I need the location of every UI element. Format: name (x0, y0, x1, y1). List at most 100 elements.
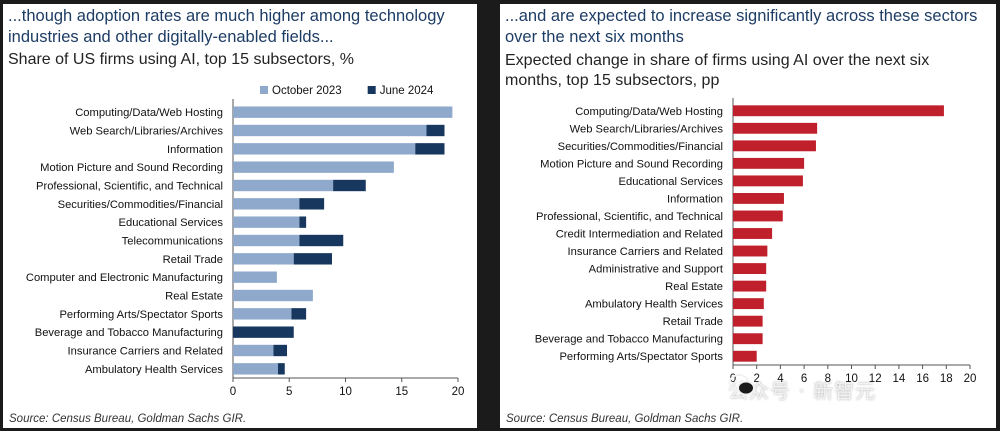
bar (299, 198, 325, 210)
x-tick-label: 2 (753, 373, 759, 385)
bar (233, 308, 292, 320)
right-chart-svg: Computing/Data/Web Hosting Web Search/Lib… (535, 98, 977, 385)
watermark: 公众号 · 新智元 (728, 373, 998, 405)
bar (233, 124, 427, 137)
x-tick-label: 20 (452, 386, 465, 398)
category-label: Securities/Commodities/Financial (58, 199, 223, 211)
bar (233, 198, 300, 210)
category-label: Performing Arts/Spectator Sports (559, 351, 723, 363)
category-label: Retail Trade (663, 316, 723, 328)
left-chart-headline: ...though adoption rates are much higher… (8, 7, 445, 46)
bar (299, 216, 307, 228)
bar (733, 192, 784, 204)
category-label: Motion Picture and Sound Recording (540, 158, 723, 170)
bar (233, 344, 274, 357)
legend-swatch (260, 86, 268, 94)
legend-swatch (367, 86, 376, 94)
bar (733, 333, 763, 345)
category-label: Computing/Data/Web Hosting (75, 107, 223, 119)
left-chart-source: Source: Census Bureau, Goldman Sachs GIR… (9, 413, 247, 425)
x-tick-label: 16 (916, 373, 929, 385)
bar (273, 344, 287, 357)
bar (733, 350, 757, 362)
bar (733, 280, 767, 292)
x-tick-label: 4 (777, 373, 784, 385)
category-label: Web Search/Libraries/Archives (70, 126, 224, 138)
bar (233, 363, 278, 375)
wechat-icon (728, 374, 755, 396)
category-label: Retail Trade (163, 254, 223, 266)
left-chart-title: Share of US firms using AI, top 15 subse… (8, 51, 354, 68)
bar (233, 289, 313, 302)
right-chart-panel: ...and are expected to increase signific… (500, 4, 996, 428)
category-label: Information (167, 144, 223, 156)
category-label: Securities/Commodities/Financial (558, 141, 723, 153)
left-chart-svg: Computing/Data/Web Hosting Web Search/Lib… (26, 85, 465, 398)
category-label: Educational Services (119, 217, 224, 229)
category-label: Beverage and Tobacco Manufacturing (35, 327, 223, 339)
bar (733, 175, 803, 187)
category-label: Ambulatory Health Services (85, 364, 223, 376)
bar (278, 363, 285, 375)
bar (233, 179, 334, 192)
bar (233, 253, 294, 265)
x-tick-label: 8 (825, 373, 831, 385)
bar (733, 140, 816, 152)
category-label: Ambulatory Health Services (585, 299, 723, 311)
legend-label: June 2024 (380, 85, 434, 97)
bar (233, 234, 300, 247)
category-label: Motion Picture and Sound Recording (40, 162, 223, 174)
category-label: Computing/Data/Web Hosting (575, 106, 723, 118)
category-label: Insurance Carriers and Related (568, 246, 723, 258)
bar (233, 271, 277, 283)
category-label: Information (667, 193, 723, 205)
right-chart-source: Source: Census Bureau, Goldman Sachs GIR… (506, 413, 744, 425)
category-label: Credit Intermediation and Related (556, 229, 723, 241)
category-label: Real Estate (165, 291, 223, 303)
bar (426, 124, 445, 137)
bar (733, 245, 768, 257)
x-tick-label: 6 (801, 373, 807, 385)
x-tick-label: 12 (869, 373, 882, 385)
bar (233, 326, 294, 338)
left-chart-panel: ...though adoption rates are much higher… (3, 4, 477, 428)
x-tick-label: 5 (286, 386, 292, 398)
category-label: Insurance Carriers and Related (68, 346, 223, 358)
bar (733, 157, 805, 169)
bar (233, 161, 394, 173)
right-chart-headline: ...and are expected to increase signific… (505, 7, 978, 46)
bar (415, 143, 445, 155)
x-tick-label: 15 (395, 386, 408, 398)
bar (733, 263, 767, 275)
x-tick-label: 10 (845, 373, 858, 385)
category-label: Computer and Electronic Manufacturing (26, 272, 223, 284)
bar (733, 105, 944, 117)
category-label: Educational Services (619, 176, 724, 188)
right-chart-title: Expected change in share of firms using … (505, 52, 930, 89)
category-label: Real Estate (665, 281, 723, 293)
x-tick-label: 10 (339, 386, 352, 398)
x-tick-label: 18 (940, 373, 953, 385)
bar (733, 298, 764, 310)
x-tick-label: 0 (730, 373, 736, 385)
bar (233, 143, 416, 155)
category-label: Performing Arts/Spectator Sports (59, 309, 223, 321)
category-label: Professional, Scientific, and Technical (536, 211, 723, 223)
category-label: Administrative and Support (589, 264, 724, 276)
bar (291, 308, 307, 320)
bar (733, 210, 783, 222)
bar (333, 179, 366, 192)
category-label: Web Search/Libraries/Archives (570, 123, 724, 135)
bar (299, 234, 344, 247)
bar (733, 228, 773, 239)
x-tick-label: 0 (230, 386, 236, 398)
legend-label: October 2023 (272, 85, 342, 97)
bar (233, 106, 453, 118)
bar (293, 253, 332, 265)
category-label: Beverage and Tobacco Manufacturing (535, 334, 723, 346)
bar (733, 315, 763, 327)
x-tick-label: 20 (964, 373, 977, 385)
bar (233, 216, 300, 228)
x-tick-label: 14 (893, 373, 906, 385)
category-label: Professional, Scientific, and Technical (36, 181, 223, 193)
